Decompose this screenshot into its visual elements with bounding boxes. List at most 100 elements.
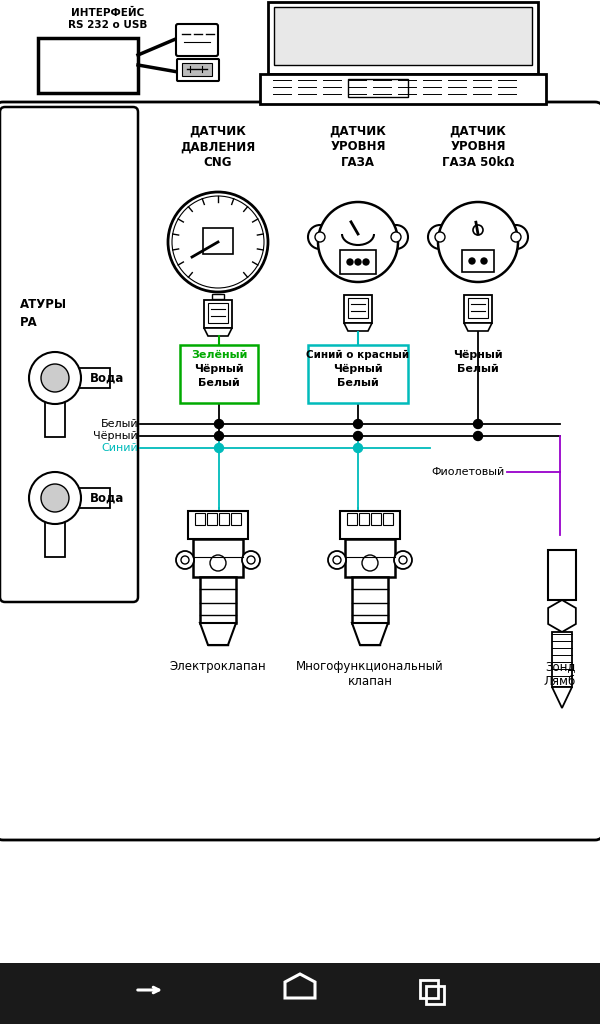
Text: ИНТЕРФЕЙС
RS 232 o USB: ИНТЕРФЕЙС RS 232 o USB [68, 8, 148, 30]
Text: Синий: Синий [101, 443, 138, 453]
Circle shape [353, 420, 362, 428]
Bar [344, 295, 372, 323]
Bar [352, 577, 388, 623]
Bar [462, 250, 494, 272]
Bar [212, 318, 223, 323]
Bar [212, 312, 224, 317]
Bar [188, 511, 248, 539]
Text: Электроклапан: Электроклапан [170, 660, 266, 673]
Circle shape [428, 225, 452, 249]
Text: Чёрный: Чёрный [93, 431, 138, 441]
Bar [207, 513, 217, 525]
Polygon shape [204, 328, 232, 336]
Bar [345, 539, 395, 577]
Polygon shape [464, 323, 492, 331]
Text: Зелёный: Зелёный [191, 350, 247, 360]
Circle shape [473, 225, 483, 234]
Bar [70, 488, 110, 508]
Circle shape [181, 556, 189, 564]
Text: Зонд
Лямб: Зонд Лямб [544, 660, 576, 688]
Circle shape [247, 556, 255, 564]
Bar [38, 38, 138, 93]
Bar [359, 513, 369, 525]
Circle shape [215, 443, 223, 453]
Bar [274, 7, 532, 65]
Text: ДАТЧИК
ДАВЛЕНИЯ
CNG: ДАТЧИК ДАВЛЕНИЯ CNG [181, 125, 256, 169]
Text: Синий о красный: Синий о красный [307, 350, 410, 360]
Bar [552, 632, 572, 687]
Circle shape [504, 225, 528, 249]
Bar [212, 306, 224, 311]
Text: Белый: Белый [457, 364, 499, 374]
Text: Белый: Белый [198, 378, 240, 388]
Text: ДАТЧИК
УРОВНЯ
ГАЗА: ДАТЧИК УРОВНЯ ГАЗА [329, 125, 386, 169]
Text: Многофункциональный
клапан: Многофункциональный клапан [296, 660, 444, 688]
Bar [212, 294, 224, 299]
Text: Вода: Вода [90, 372, 124, 384]
Circle shape [362, 555, 378, 571]
Bar [308, 345, 408, 403]
Circle shape [391, 232, 401, 242]
Bar [0, 835, 600, 963]
Text: ДАТЧИК
УРОВНЯ
ГАЗА 50kΩ: ДАТЧИК УРОВНЯ ГАЗА 50kΩ [442, 125, 514, 169]
Polygon shape [548, 600, 576, 632]
Bar [340, 511, 400, 539]
Bar [182, 63, 212, 76]
Circle shape [399, 556, 407, 564]
Bar [464, 295, 492, 323]
Circle shape [511, 232, 521, 242]
Circle shape [473, 420, 482, 428]
Circle shape [355, 259, 361, 265]
Circle shape [215, 431, 223, 440]
Text: РА: РА [20, 315, 38, 329]
Bar [180, 345, 258, 403]
Circle shape [435, 232, 445, 242]
Bar [45, 402, 65, 437]
Bar [347, 513, 357, 525]
Circle shape [473, 431, 482, 440]
Circle shape [172, 196, 264, 288]
Polygon shape [552, 687, 572, 708]
FancyBboxPatch shape [177, 59, 219, 81]
FancyBboxPatch shape [0, 102, 600, 840]
Circle shape [469, 258, 475, 264]
Bar [0, 963, 600, 1024]
Text: Чёрный: Чёрный [194, 364, 244, 374]
Bar [193, 539, 243, 577]
Circle shape [29, 472, 81, 524]
Bar [468, 298, 488, 318]
Bar [212, 300, 224, 305]
Bar [268, 2, 538, 74]
Bar [0, 0, 600, 108]
Bar [260, 74, 546, 104]
Circle shape [333, 556, 341, 564]
Circle shape [438, 202, 518, 282]
Circle shape [384, 225, 408, 249]
Bar [213, 324, 223, 329]
Polygon shape [200, 623, 236, 645]
Text: АТУРЫ: АТУРЫ [20, 299, 67, 311]
Bar [45, 522, 65, 557]
Polygon shape [352, 623, 388, 645]
Circle shape [215, 420, 223, 428]
Bar [204, 300, 232, 328]
Bar [383, 513, 393, 525]
Circle shape [363, 259, 369, 265]
Text: Чёрный: Чёрный [453, 350, 503, 360]
Bar [203, 228, 233, 254]
Circle shape [176, 551, 194, 569]
Text: Белый: Белый [100, 419, 138, 429]
FancyBboxPatch shape [0, 106, 138, 602]
Circle shape [242, 551, 260, 569]
Circle shape [315, 232, 325, 242]
Circle shape [41, 484, 69, 512]
Bar [548, 550, 576, 600]
Bar [219, 513, 229, 525]
Circle shape [318, 202, 398, 282]
Text: Фиолетовый: Фиолетовый [432, 467, 505, 477]
Circle shape [168, 193, 268, 292]
Circle shape [353, 443, 362, 453]
Circle shape [41, 364, 69, 392]
Text: Чёрный: Чёрный [333, 364, 383, 374]
Text: Белый: Белый [337, 378, 379, 388]
